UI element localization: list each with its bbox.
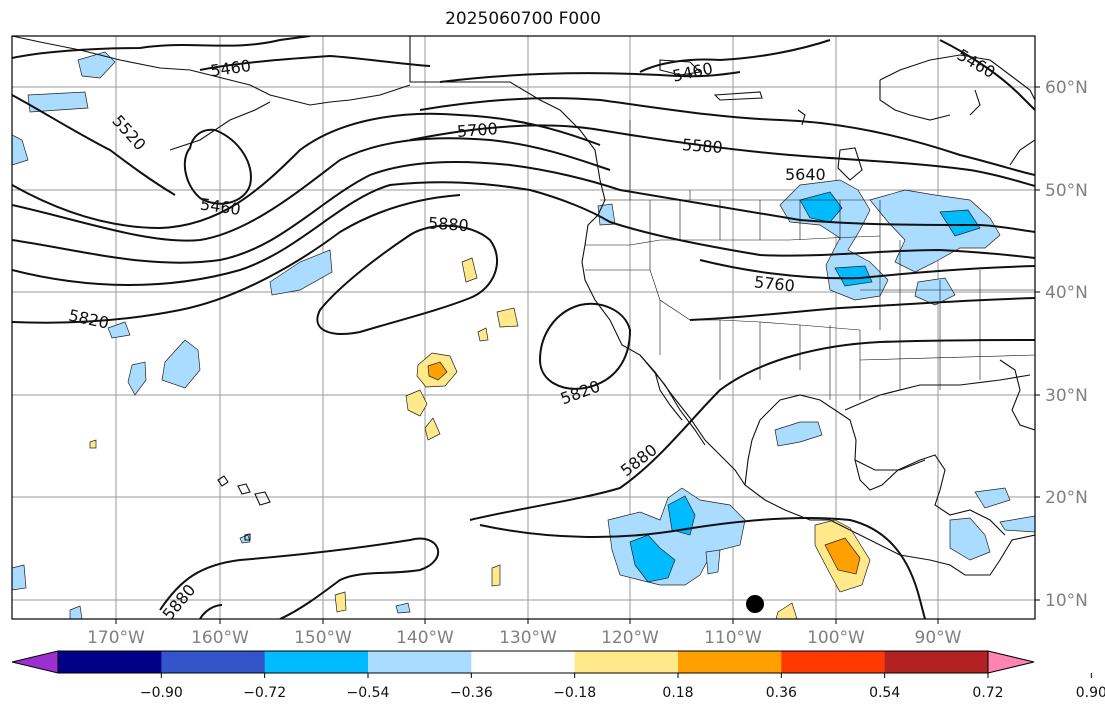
lon-label: 120°W (601, 628, 659, 648)
contour-label: 5640 (785, 165, 826, 184)
lon-label: 170°W (87, 628, 145, 648)
colorbar-tick-label: −0.36 (450, 685, 493, 701)
colorbar-tick-label: −0.54 (347, 685, 390, 701)
longitude-labels: 170°W 160°W 150°W 140°W 130°W 120°W 110°… (87, 628, 962, 648)
colorbar-segment (161, 651, 266, 673)
lat-label: 20°N (1045, 488, 1088, 508)
map-background (12, 36, 1035, 619)
contour-label: 5580 (681, 135, 723, 157)
lon-label: 110°W (704, 628, 762, 648)
axis-ticks (115, 86, 1040, 624)
map-frame (11, 35, 1036, 620)
colorbar-segment (781, 651, 886, 673)
contour-label: 5760 (753, 272, 795, 295)
colorbar-segment (264, 651, 369, 673)
map-title: 2025060700 F000 (445, 9, 601, 29)
colorbar-tick-label: 0.90 (1076, 685, 1105, 701)
colorbar-tick-label: 0.36 (766, 685, 797, 701)
contour-label: 5880 (427, 213, 469, 235)
colorbar-tick-label: −0.18 (553, 685, 596, 701)
colorbar-tick-label: −0.72 (243, 685, 286, 701)
latitude-labels: 60°N 50°N 40°N 30°N 20°N 10°N (1045, 78, 1088, 611)
lon-label: 140°W (396, 628, 454, 648)
lat-label: 50°N (1045, 181, 1088, 201)
lat-label: 30°N (1045, 386, 1088, 406)
height-contours (12, 36, 1035, 619)
colorbar-tick-label: 0.18 (662, 685, 693, 701)
colorbar: −0.90 −0.72 −0.54 −0.36 −0.18 0.18 0.36 0.54 0.7… (11, 650, 1105, 701)
lat-label: 40°N (1045, 283, 1088, 303)
colorbar-extend-high (987, 650, 1035, 674)
lon-label: 150°W (294, 628, 352, 648)
contour-label: 5700 (456, 119, 498, 141)
lat-label: 10°N (1045, 591, 1088, 611)
colorbar-tick-label: −0.90 (140, 685, 183, 701)
colorbar-segment (884, 651, 989, 673)
lat-label: 60°N (1045, 78, 1088, 98)
colorbar-extend-low (11, 650, 59, 674)
lon-label: 90°W (915, 628, 962, 648)
coastlines (12, 36, 1035, 576)
colorbar-tick-label: 0.54 (869, 685, 900, 701)
lon-label: 160°W (191, 628, 249, 648)
storm-center-marker (746, 595, 764, 613)
lon-label: 130°W (499, 628, 557, 648)
shaded-regions (12, 51, 1035, 619)
colorbar-tick-label: 0.72 (972, 685, 1003, 701)
lon-label: 100°W (807, 628, 865, 648)
colorbar-segment (678, 651, 782, 673)
colorbar-segment (574, 651, 679, 673)
colorbar-segment (58, 651, 162, 673)
colorbar-segment (471, 651, 576, 673)
colorbar-segment (368, 651, 472, 673)
